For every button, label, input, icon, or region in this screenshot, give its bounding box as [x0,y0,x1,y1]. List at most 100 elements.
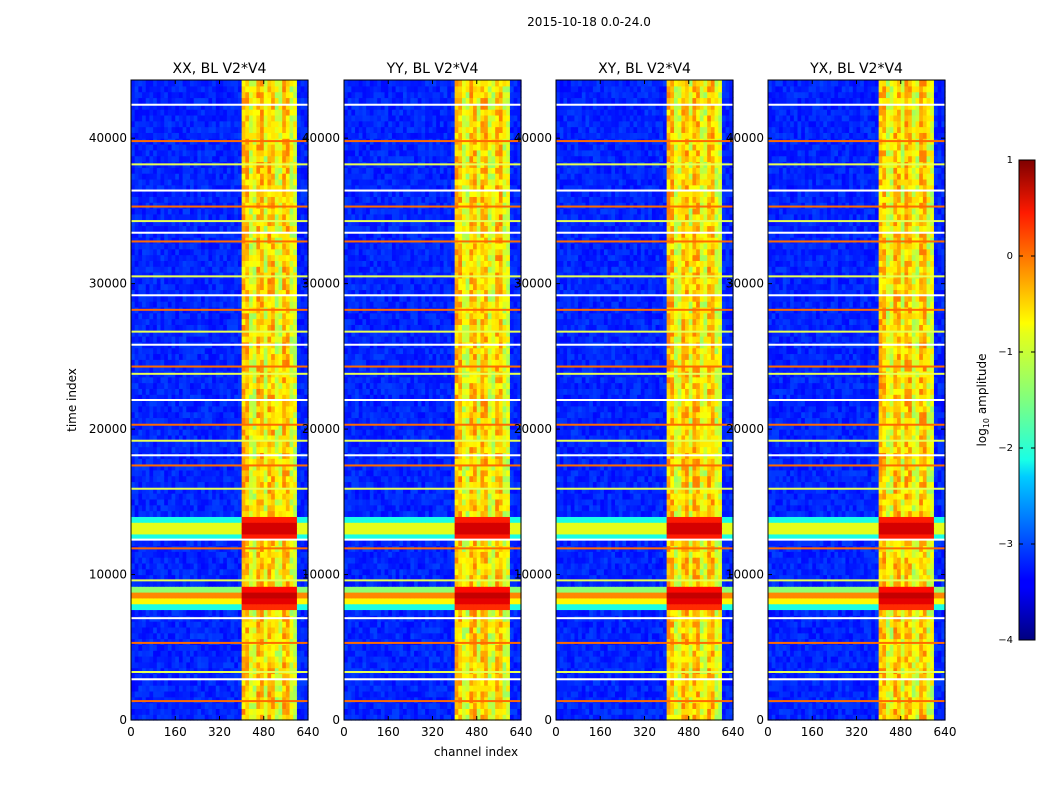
heatmap-cell [234,434,239,442]
heatmap-cell [293,626,298,634]
heatmap-cell [234,114,239,122]
heatmap-cell [304,237,309,244]
heatmap-cell [296,126,302,133]
heatmap-cell [197,469,202,477]
heatmap-cell [204,603,210,611]
heatmap-cell [182,522,187,529]
heatmap-cell [223,213,228,221]
heatmap-cell [249,219,254,227]
heatmap-cell [245,376,250,384]
heatmap-cell [212,347,217,355]
heatmap-cell [171,254,176,261]
heatmap-cell [171,434,176,442]
heatmap-cell [212,353,217,360]
heatmap-cell [156,493,162,500]
heatmap-cell [271,196,276,203]
heatmap-cell [182,173,187,180]
heatmap-cell [138,149,143,157]
heatmap-cell [164,650,169,657]
heatmap-cell [304,277,309,285]
heatmap-cell [204,481,210,488]
heatmap-cell [241,487,246,494]
heatmap-cell [226,394,232,401]
heatmap-cell [171,347,176,355]
heatmap-cell [156,336,162,343]
heatmap-cell [208,481,213,488]
heatmap-cell [131,114,136,122]
heatmap-cell [193,469,198,477]
heatmap-cell [300,266,305,273]
heatmap-cell [285,661,291,669]
heatmap-cell [260,597,265,605]
heatmap-cell [208,417,213,424]
heatmap-cell [237,219,243,227]
heatmap-cell [278,696,283,704]
heatmap-cell [186,516,191,523]
heatmap-cell [293,469,298,477]
heatmap-cell [271,359,276,366]
heatmap-cell [153,272,158,279]
heatmap-cell [193,475,198,483]
heatmap-cell [160,632,165,640]
heatmap-cell [134,126,139,133]
heatmap-cell [289,429,294,436]
heatmap-cell [145,231,151,238]
heatmap-cell [237,487,243,494]
heatmap-cell [208,539,213,547]
heatmap-cell [293,254,298,261]
heatmap-cell [131,603,136,611]
heatmap-cell [274,120,280,128]
heatmap-cell [256,400,261,407]
heatmap-cell [278,254,283,261]
heatmap-cell [204,365,210,372]
heatmap-cell [186,522,191,529]
heatmap-cell [245,388,250,395]
heatmap-cell [263,708,269,715]
heatmap-cell [304,714,309,721]
heatmap-cell [164,219,169,227]
heatmap-cell [145,365,151,372]
heatmap-cell [138,365,143,372]
heatmap-cell [226,644,232,651]
heatmap-cell [167,708,173,715]
heatmap-cell [175,487,180,494]
heatmap-cell [190,388,195,395]
heatmap-cell [186,580,191,587]
heatmap-cell [300,318,305,325]
heatmap-cell [167,557,173,564]
heatmap-cell [204,516,210,523]
heatmap-cell [271,365,276,372]
heatmap-cell [234,184,239,192]
heatmap-cell [215,324,221,331]
heatmap-cell [278,580,283,587]
heatmap-cell [138,667,143,675]
heatmap-cell [149,423,154,430]
heatmap-cell [175,673,180,680]
heatmap-cell [178,673,184,680]
heatmap-cell [208,475,213,483]
heatmap-cell [160,178,165,186]
heatmap-cell [226,260,232,267]
heatmap-cell [204,120,210,128]
heatmap-cell [145,568,151,576]
heatmap-cell [252,656,257,663]
heatmap-cell [160,114,165,122]
heatmap-cell [193,673,198,680]
heatmap-cell [285,248,291,256]
heatmap-cell [156,359,162,366]
heatmap-cell [296,173,302,180]
heatmap-cell [234,702,239,709]
heatmap-cell [153,149,158,157]
heatmap-cell [219,289,224,296]
heatmap-cell [230,621,235,628]
heatmap-cell [164,347,169,355]
heatmap-cell [149,213,154,221]
heatmap-cell [263,586,269,593]
heatmap-cell [145,481,151,488]
heatmap-cell [252,347,257,355]
heatmap-cell [182,708,187,715]
heatmap-cell [201,493,206,500]
heatmap-cell [145,458,151,465]
heatmap-cell [208,464,213,471]
